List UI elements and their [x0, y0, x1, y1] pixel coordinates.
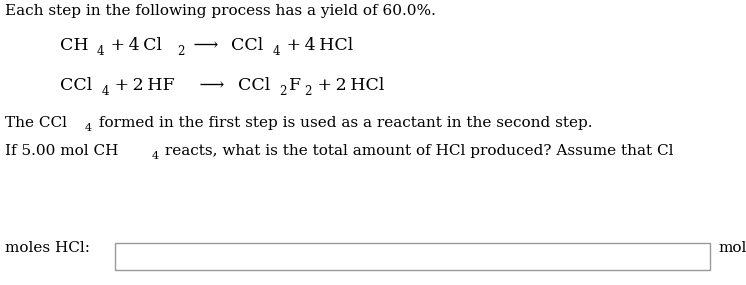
Text: + 2 HF: + 2 HF — [111, 77, 175, 94]
Text: + 4 Cl: + 4 Cl — [107, 37, 162, 54]
Text: F: F — [289, 77, 301, 94]
Text: moles HCl:: moles HCl: — [5, 241, 90, 255]
Text: CCl: CCl — [237, 77, 270, 94]
Text: 4: 4 — [85, 123, 92, 133]
Text: Each step in the following process has a yield of 60.0%.: Each step in the following process has a… — [5, 4, 436, 18]
Text: CCl: CCl — [60, 77, 93, 94]
Text: 2: 2 — [304, 85, 312, 98]
Text: 2: 2 — [279, 85, 286, 98]
Text: + 2 HCl: + 2 HCl — [314, 77, 384, 94]
Text: 2: 2 — [178, 45, 185, 58]
Text: If 5.00 mol CH: If 5.00 mol CH — [5, 144, 119, 158]
Text: ⟶: ⟶ — [196, 77, 228, 94]
Text: formed in the first step is used as a reactant in the second step.: formed in the first step is used as a re… — [94, 116, 592, 130]
Text: mol: mol — [718, 241, 746, 255]
Text: CCl: CCl — [231, 37, 263, 54]
Text: + 4 HCl: + 4 HCl — [283, 37, 353, 54]
Text: CH: CH — [60, 37, 89, 54]
Text: The CCl: The CCl — [5, 116, 67, 130]
Text: ⟶: ⟶ — [190, 37, 222, 54]
Text: 4: 4 — [151, 151, 158, 161]
Text: 4: 4 — [97, 45, 104, 58]
Text: reacts, what is the total amount of HCl produced? Assume that Cl: reacts, what is the total amount of HCl … — [160, 144, 674, 158]
FancyBboxPatch shape — [115, 243, 710, 270]
Text: 4: 4 — [273, 45, 280, 58]
Text: 4: 4 — [101, 85, 109, 98]
